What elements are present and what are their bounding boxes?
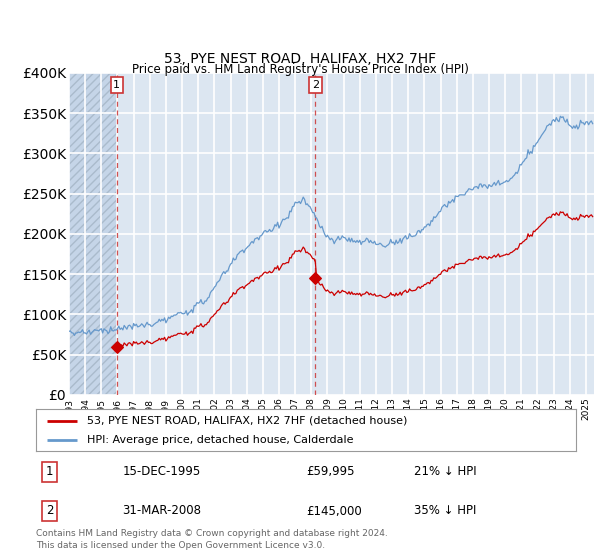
Bar xyxy=(69,73,117,395)
Text: 21% ↓ HPI: 21% ↓ HPI xyxy=(414,465,476,478)
Text: Contains HM Land Registry data © Crown copyright and database right 2024.
This d: Contains HM Land Registry data © Crown c… xyxy=(36,529,388,550)
Text: 15-DEC-1995: 15-DEC-1995 xyxy=(122,465,200,478)
Text: £59,995: £59,995 xyxy=(306,465,355,478)
Text: 53, PYE NEST ROAD, HALIFAX, HX2 7HF (detached house): 53, PYE NEST ROAD, HALIFAX, HX2 7HF (det… xyxy=(88,416,407,426)
Text: 53, PYE NEST ROAD, HALIFAX, HX2 7HF: 53, PYE NEST ROAD, HALIFAX, HX2 7HF xyxy=(164,52,436,66)
Text: 2: 2 xyxy=(46,505,53,517)
Text: 2: 2 xyxy=(312,80,319,90)
Point xyxy=(311,274,320,283)
Point xyxy=(112,342,122,351)
Text: 35% ↓ HPI: 35% ↓ HPI xyxy=(414,505,476,517)
Text: 1: 1 xyxy=(113,80,120,90)
Bar xyxy=(69,73,117,395)
Text: HPI: Average price, detached house, Calderdale: HPI: Average price, detached house, Cald… xyxy=(88,435,354,445)
Text: Price paid vs. HM Land Registry's House Price Index (HPI): Price paid vs. HM Land Registry's House … xyxy=(131,63,469,77)
Text: 31-MAR-2008: 31-MAR-2008 xyxy=(122,505,202,517)
Text: £145,000: £145,000 xyxy=(306,505,362,517)
Text: 1: 1 xyxy=(46,465,53,478)
